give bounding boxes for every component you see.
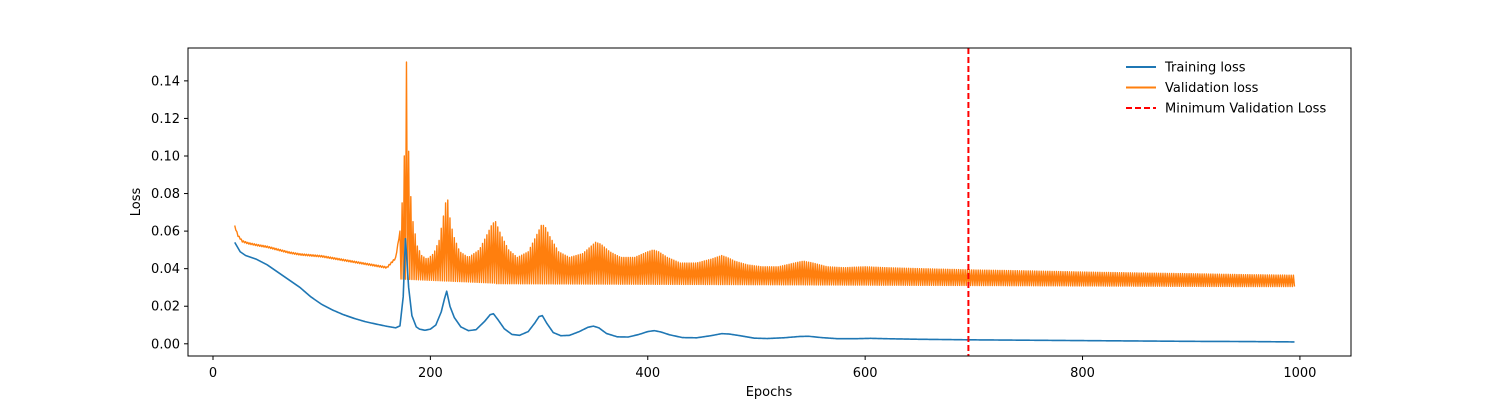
x-tick-label: 600 bbox=[853, 366, 878, 381]
legend-label-training-loss: Training loss bbox=[1164, 61, 1246, 76]
y-tick-label: 0.04 bbox=[151, 262, 180, 277]
x-tick-label: 1000 bbox=[1283, 366, 1316, 381]
y-tick-label: 0.12 bbox=[151, 112, 180, 127]
training-loss-line bbox=[234, 237, 1295, 343]
legend-label-minimum-validation-loss: Minimum Validation Loss bbox=[1165, 102, 1326, 117]
y-tick-label: 0.06 bbox=[151, 225, 180, 240]
y-tick-label: 0.00 bbox=[151, 337, 180, 352]
validation-loss-line bbox=[234, 61, 1296, 288]
plot-frame bbox=[187, 47, 1352, 357]
y-tick-label: 0.14 bbox=[151, 74, 180, 89]
x-tick-label: 200 bbox=[418, 366, 443, 381]
legend: Training loss Validation loss Minimum Va… bbox=[1126, 61, 1326, 117]
legend-label-validation-loss: Validation loss bbox=[1165, 81, 1259, 96]
y-tick-label: 0.02 bbox=[151, 300, 180, 315]
x-tick-label: 400 bbox=[635, 366, 660, 381]
x-tick-label: 0 bbox=[209, 366, 217, 381]
y-tick-label: 0.10 bbox=[151, 149, 180, 164]
x-axis-label: Epochs bbox=[746, 385, 793, 400]
y-axis-label: Loss bbox=[129, 188, 144, 217]
x-tick-label: 800 bbox=[1070, 366, 1095, 381]
y-tick-label: 0.08 bbox=[151, 187, 180, 202]
